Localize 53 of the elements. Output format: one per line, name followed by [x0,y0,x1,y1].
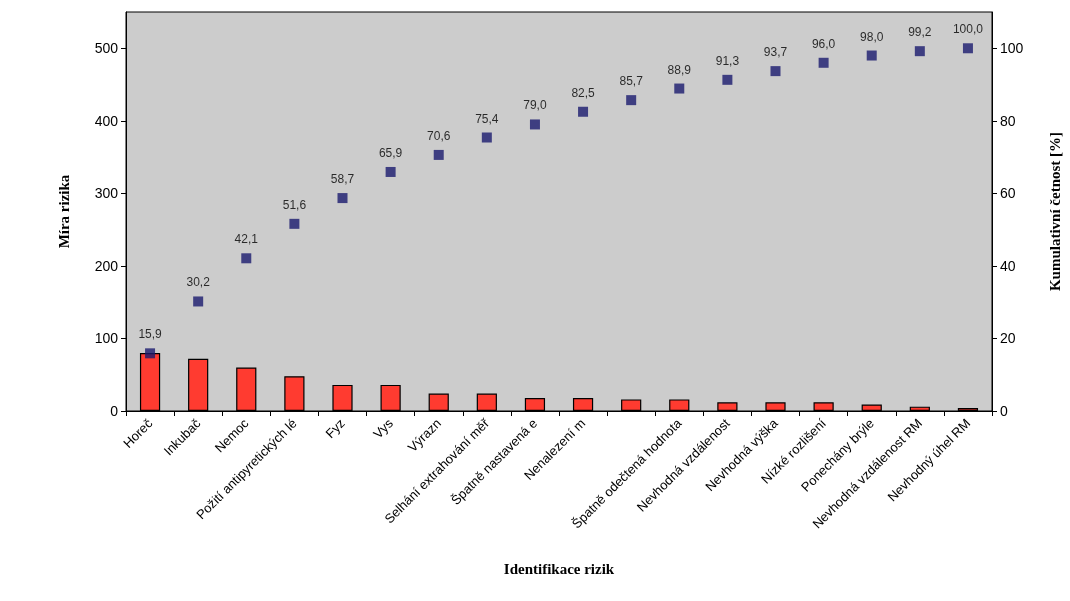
x-axis-title: Identifikace rizik [503,560,615,577]
y-tick-label: 300 [94,185,119,202]
point [337,193,348,204]
y-tick-label: 200 [94,257,119,274]
point [674,83,685,94]
y-tick-label: 400 [94,112,119,129]
point [626,95,637,106]
data-label: 75,4 [475,111,499,126]
data-label: 30,2 [186,275,211,290]
data-label: 15,9 [138,327,163,342]
y-tick-label: 100 [94,330,119,347]
point [289,218,300,229]
point [241,253,252,264]
point [818,57,829,68]
data-label: 79,0 [523,98,547,113]
data-label: 65,9 [378,145,403,160]
data-label: 58,7 [330,172,355,187]
y2-tick-label: 100 [1000,40,1024,57]
point [578,106,589,117]
y2-tick-label: 60 [1000,185,1016,202]
data-label: 93,7 [763,45,788,60]
y-axis-title: Míra rizika [55,174,72,249]
data-label: 99,2 [908,25,932,40]
point [866,50,877,61]
data-label: 100,0 [952,22,984,37]
data-label: 91,3 [715,53,740,68]
data-label: 42,1 [234,232,259,247]
point [481,132,492,143]
point [385,166,396,177]
y2-tick-label: 20 [1000,330,1016,347]
point [914,46,925,57]
point [193,296,204,307]
point [962,43,973,54]
y2-axis-title: Kumulativní četnost [%] [1046,131,1063,292]
point [433,149,444,160]
data-label: 98,0 [860,29,884,44]
y2-tick-label: 80 [1000,112,1016,129]
data-label: 51,6 [282,197,307,212]
data-label: 70,6 [427,128,451,143]
point [145,348,156,359]
y2-tick-label: 0 [1000,403,1008,419]
x-tick-label: Fyz [322,415,348,442]
y-tick-label: 500 [94,40,119,57]
data-label: 82,5 [571,85,596,100]
data-label: 96,0 [811,36,836,51]
point [529,119,540,130]
point [770,66,781,77]
point [722,74,733,85]
y-tick-label: 0 [110,403,119,419]
x-tick-label: Vys [370,415,397,442]
data-label: 85,7 [619,74,644,89]
y2-tick-label: 40 [1000,257,1016,274]
data-label: 88,9 [667,62,692,77]
